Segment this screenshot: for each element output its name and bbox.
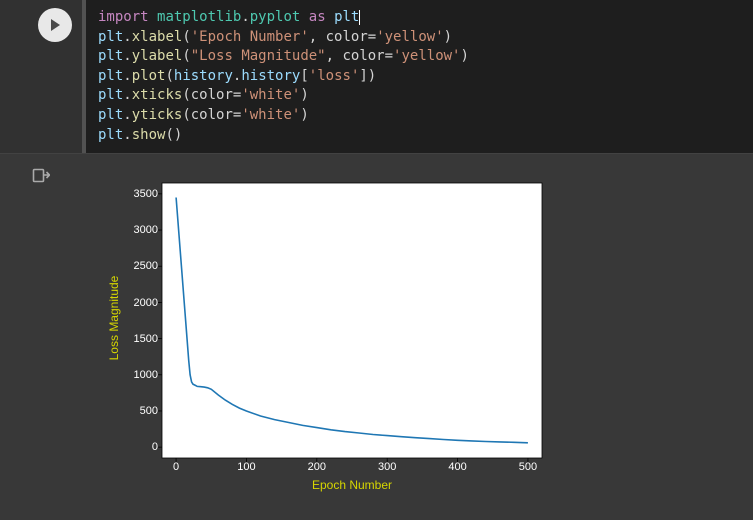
xtick-label: 300 [378,461,396,473]
ytick-label: 500 [122,405,158,417]
ytick-label: 2500 [122,260,158,272]
ytick-label: 0 [122,441,158,453]
xtick-label: 200 [308,461,326,473]
cell-gutter [0,0,82,153]
xtick-label: 500 [519,461,537,473]
code-editor[interactable]: import matplotlib.pyplot as plt plt.xlab… [82,0,753,153]
code-cell: import matplotlib.pyplot as plt plt.xlab… [0,0,753,154]
xtick-label: 0 [173,461,179,473]
ytick-label: 1000 [122,369,158,381]
ytick-label: 3000 [122,224,158,236]
matplotlib-figure: Loss Magnitude Epoch Number 050010001500… [82,168,557,498]
plot-output: Loss Magnitude Epoch Number 050010001500… [82,162,753,498]
ytick-label: 3500 [122,188,158,200]
output-cell: Loss Magnitude Epoch Number 050010001500… [0,154,753,498]
run-button[interactable] [38,8,72,42]
xlabel: Epoch Number [312,478,392,492]
xtick-label: 400 [448,461,466,473]
output-icon [32,168,50,186]
ytick-label: 1500 [122,333,158,345]
ytick-label: 2000 [122,297,158,309]
ylabel: Loss Magnitude [107,276,121,361]
xtick-label: 100 [237,461,255,473]
play-icon [48,18,62,32]
output-gutter [0,162,82,498]
